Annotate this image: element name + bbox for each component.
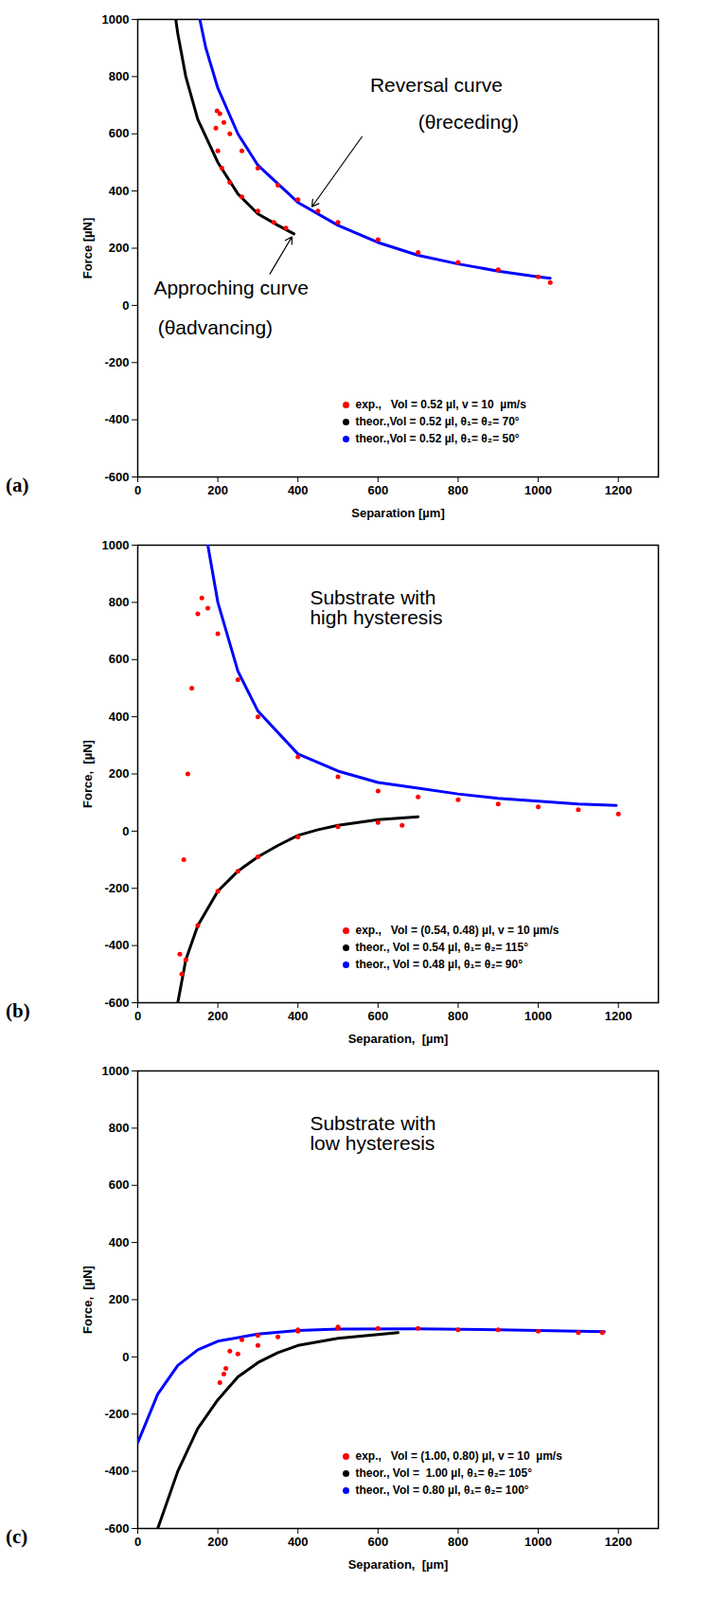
- svg-text:0: 0: [134, 482, 142, 497]
- svg-text:1000: 1000: [524, 1533, 552, 1548]
- svg-text:1200: 1200: [604, 1008, 633, 1023]
- svg-text:1000: 1000: [524, 1008, 552, 1023]
- svg-text:200: 200: [207, 1008, 229, 1023]
- svg-text:1000: 1000: [102, 12, 130, 27]
- svg-text:200: 200: [207, 482, 229, 497]
- svg-text:-200: -200: [104, 880, 129, 895]
- svg-text:200: 200: [207, 1533, 229, 1548]
- svg-text:-200: -200: [104, 355, 129, 370]
- svg-text:theor., Vol = 0.80 µl, θ₁= θ₂=: theor., Vol = 0.80 µl, θ₁= θ₂= 100°: [355, 1482, 530, 1496]
- html-text:(c): (c): [5, 1524, 28, 1547]
- svg-text:800: 800: [447, 482, 469, 497]
- svg-text:400: 400: [108, 709, 130, 724]
- svg-text:-200: -200: [104, 1405, 129, 1420]
- html-text:(a): (a): [5, 473, 29, 497]
- svg-text:800: 800: [447, 1533, 469, 1548]
- svg-text:1000: 1000: [102, 537, 130, 552]
- svg-text:400: 400: [287, 1008, 309, 1023]
- svg-text:600: 600: [367, 482, 389, 497]
- svg-text:exp., Vol = 0.52 µl, v = 10: exp., Vol = 0.52 µl, v = 10 µm/s: [355, 397, 528, 411]
- svg-text:Reversal curve: Reversal curve: [370, 73, 503, 96]
- svg-text:0: 0: [122, 1349, 129, 1364]
- svg-text:-600: -600: [104, 1520, 129, 1535]
- svg-text:200: 200: [108, 1291, 130, 1306]
- svg-text:800: 800: [108, 69, 130, 84]
- svg-text:400: 400: [287, 1533, 309, 1548]
- svg-text:Substrate withlow hysteresis: Substrate withlow hysteresis: [309, 1111, 436, 1154]
- svg-text:exp., Vol = (1.00, 0.80) µl,: exp., Vol = (1.00, 0.80) µl, v = 10 µm/s: [355, 1448, 564, 1462]
- svg-text:Separation [µm]: Separation [µm]: [351, 505, 445, 520]
- svg-text:1200: 1200: [604, 1533, 633, 1548]
- html-text:(b): (b): [5, 998, 31, 1022]
- svg-text:1200: 1200: [604, 482, 633, 497]
- svg-text:400: 400: [108, 183, 130, 198]
- svg-text:theor., Vol = 0.48 µl, θ₁= θ₂=: theor., Vol = 0.48 µl, θ₁= θ₂= 90°: [355, 957, 524, 971]
- svg-text:-400: -400: [104, 937, 129, 952]
- svg-text:0: 0: [134, 1533, 142, 1548]
- svg-text:Approching curve: Approching curve: [153, 276, 308, 299]
- svg-text:600: 600: [108, 125, 130, 141]
- svg-text:Separation, [µm]: Separation, [µm]: [348, 1556, 449, 1571]
- svg-text:Force [µN]: Force [µN]: [80, 217, 95, 280]
- svg-text:1000: 1000: [102, 1063, 130, 1078]
- svg-text:800: 800: [108, 1119, 130, 1135]
- svg-text:800: 800: [447, 1008, 469, 1023]
- svg-text:200: 200: [108, 240, 130, 255]
- svg-text:800: 800: [108, 594, 130, 609]
- svg-text:-600: -600: [104, 469, 129, 484]
- svg-text:Force, [µN]: Force, [µN]: [80, 1264, 95, 1333]
- svg-text:Separation, [µm]: Separation, [µm]: [348, 1030, 449, 1046]
- svg-text:0: 0: [122, 298, 129, 313]
- svg-text:theor.,Vol = 0.52 µl, θ₁= θ₂=: theor.,Vol = 0.52 µl, θ₁= θ₂= 50°: [355, 431, 520, 445]
- svg-text:0: 0: [134, 1008, 142, 1023]
- svg-text:400: 400: [287, 482, 309, 497]
- svg-text:theor., Vol = 0.54 µl, θ₁= θ₂=: theor., Vol = 0.54 µl, θ₁= θ₂= 115°: [355, 940, 530, 954]
- svg-text:Substrate withhigh hysteresis: Substrate withhigh hysteresis: [309, 585, 443, 628]
- svg-text:600: 600: [108, 1176, 130, 1191]
- svg-text:600: 600: [367, 1008, 389, 1023]
- svg-text:200: 200: [108, 765, 130, 781]
- svg-text:(θreceding): (θreceding): [418, 110, 519, 133]
- svg-text:0: 0: [122, 823, 129, 838]
- svg-text:600: 600: [108, 651, 130, 666]
- svg-text:exp., Vol = (0.54, 0.48) µl,: exp., Vol = (0.54, 0.48) µl, v = 10 µm/s: [355, 923, 560, 937]
- svg-text:Force, [µN]: Force, [µN]: [80, 739, 95, 808]
- svg-text:600: 600: [367, 1533, 389, 1548]
- svg-text:1000: 1000: [524, 482, 552, 497]
- svg-text:-400: -400: [104, 1462, 129, 1477]
- svg-text:-600: -600: [104, 994, 129, 1010]
- svg-text:theor., Vol = 1.00 µl, θ₁= θ₂: theor., Vol = 1.00 µl, θ₁= θ₂= 105°: [355, 1465, 533, 1479]
- svg-text:theor.,Vol = 0.52 µl, θ₁= θ₂=: theor.,Vol = 0.52 µl, θ₁= θ₂= 70°: [355, 414, 520, 428]
- svg-text:400: 400: [108, 1234, 130, 1249]
- svg-text:(θadvancing): (θadvancing): [158, 316, 273, 338]
- svg-text:-400: -400: [104, 411, 129, 426]
